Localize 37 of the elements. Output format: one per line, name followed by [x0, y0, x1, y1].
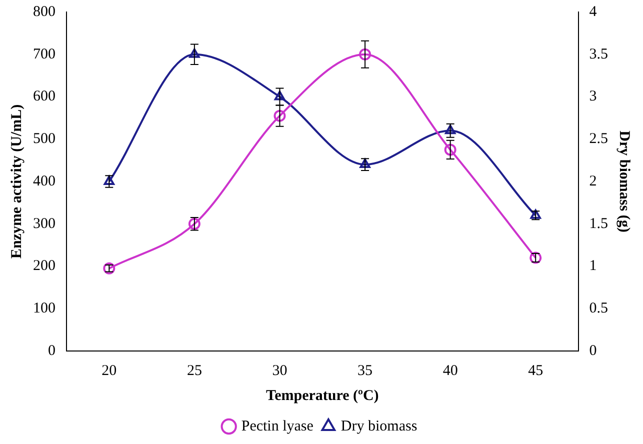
y2-tick-label: 0 — [589, 342, 597, 359]
x-tick-label: 35 — [358, 362, 373, 379]
y-tick-label: 0 — [48, 342, 56, 359]
point — [359, 48, 372, 60]
y2-tick-label: 2 — [589, 173, 597, 190]
y-tick-label: 100 — [33, 300, 56, 317]
x-tick-label: 45 — [528, 362, 544, 379]
x-tick-label: 30 — [272, 362, 288, 379]
point — [189, 48, 200, 58]
y-tick-label: 700 — [33, 46, 56, 62]
x-axis-title: Temperature (ºC) — [266, 388, 379, 404]
y-tick-label: 600 — [33, 88, 56, 105]
point — [444, 124, 456, 134]
y-tick-label: 500 — [33, 131, 56, 148]
y-tick-label: 300 — [33, 216, 56, 232]
point — [274, 90, 286, 100]
point — [274, 110, 286, 122]
point — [444, 144, 456, 156]
y2-tick-label: 4 — [589, 4, 598, 20]
y2-tick-label: 3 — [589, 88, 597, 105]
y-tick-label: 800 — [33, 4, 56, 20]
y2-axis-title: Dry biomass (g) — [616, 130, 632, 232]
y2-tick-label: 2.5 — [589, 131, 608, 148]
y2-tick-label: 1.5 — [589, 216, 608, 232]
point — [104, 176, 114, 185]
y-axis-title: Enzyme activity (U/mL) — [8, 104, 25, 259]
x-tick-label: 20 — [102, 362, 117, 379]
x-tick-label: 40 — [442, 362, 458, 379]
y2-tick-label: 1 — [589, 258, 597, 274]
y2-tick-label: 3.5 — [589, 46, 608, 62]
legend-label: Dry biomass — [340, 418, 418, 434]
x-tick-label: 25 — [186, 362, 202, 379]
legend-label: Pectin lyase — [241, 418, 314, 434]
y-tick-label: 400 — [33, 173, 56, 190]
point — [360, 158, 370, 168]
y-tick-label: 200 — [33, 258, 56, 274]
y2-tick-label: 0.5 — [589, 300, 608, 317]
